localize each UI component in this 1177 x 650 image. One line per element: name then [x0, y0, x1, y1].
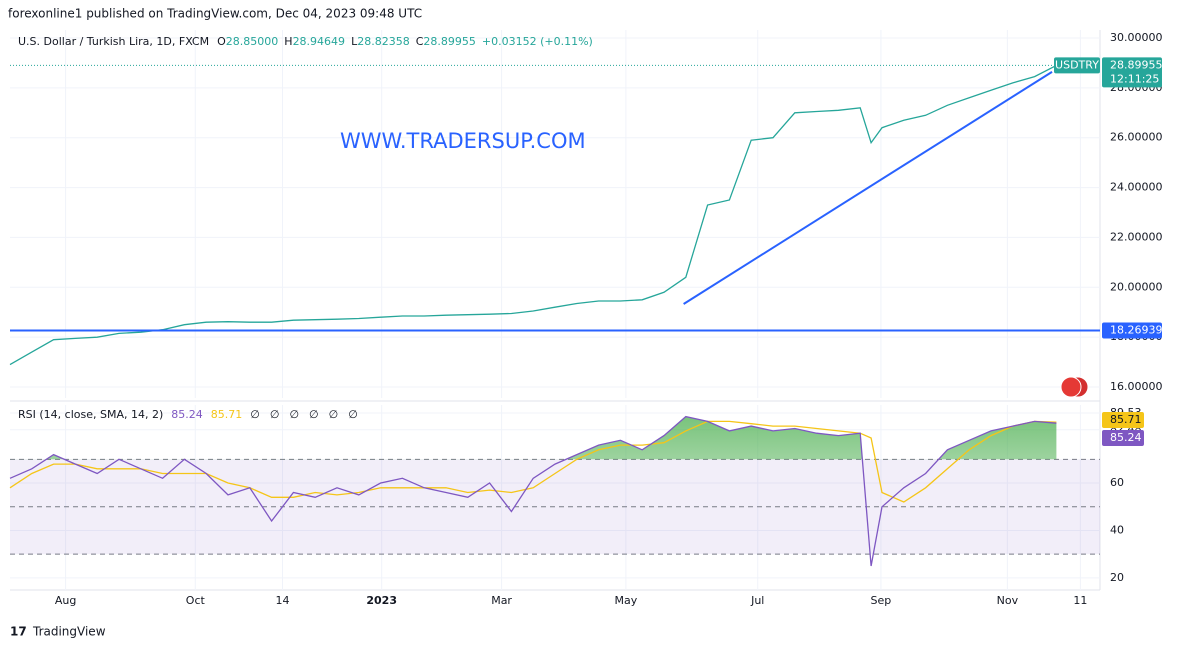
hidden-input: ∅: [348, 408, 358, 421]
series-line: [9, 415, 1057, 567]
rsi-title: RSI (14, close, SMA, 14, 2): [18, 408, 163, 421]
x-tick-label: Jul: [750, 594, 764, 607]
rsi-overbought-fill: [10, 416, 1057, 460]
rsi-value-box: [1102, 430, 1144, 447]
y-tick-label: 16.00000: [1110, 380, 1163, 393]
logo-mark: 17: [10, 625, 27, 639]
ohlc-key: O: [217, 35, 226, 48]
x-tick-label: Mar: [491, 594, 512, 607]
symbol-box: [1054, 57, 1100, 74]
hidden-input: ∅: [270, 408, 280, 421]
x-tick-label: 14: [276, 594, 290, 607]
rsi-value-box: [1102, 412, 1144, 429]
ohlc-key: H: [284, 35, 292, 48]
x-tick-label: May: [614, 594, 637, 607]
series-line: [9, 420, 1057, 503]
x-tick-label: Oct: [186, 594, 206, 607]
y-tick-label: 40: [1110, 523, 1124, 536]
change: +0.03152 (+0.11%): [482, 35, 593, 48]
hline-label: 18.26939: [1110, 323, 1163, 336]
x-tick-label: Sep: [871, 594, 892, 607]
flag-icon: [1060, 376, 1082, 398]
hidden-input: ∅: [309, 408, 319, 421]
y-tick-label: 60: [1110, 476, 1124, 489]
y-tick-label: 26.00000: [1110, 131, 1163, 144]
hidden-input: ∅: [289, 408, 299, 421]
last-price-label: 28.89955: [1110, 58, 1163, 71]
rsi-value-label: 85.71: [1110, 413, 1142, 426]
y-tick-label: 30.00000: [1110, 31, 1163, 44]
rsi-value-label: 85.24: [1110, 431, 1142, 444]
symbol-label: USDTRY: [1055, 58, 1099, 71]
hidden-input: ∅: [329, 408, 339, 421]
watermark: WWW.TRADERSUP.COM: [340, 129, 586, 153]
ohlc-value: 28.85000: [226, 35, 279, 48]
trend-line: [683, 71, 1053, 305]
hline-label-box: [1102, 322, 1162, 339]
x-tick-label: 11: [1073, 594, 1087, 607]
ohlc-key: C: [416, 35, 424, 48]
y-tick-label: 22.00000: [1110, 230, 1163, 243]
ohlc-key: L: [351, 35, 358, 48]
x-tick-label: 2023: [366, 594, 397, 607]
x-tick-label: Aug: [55, 594, 76, 607]
rsi-legend-value: 85.24: [171, 408, 203, 421]
hidden-input: ∅: [250, 408, 260, 421]
symbol-title: U.S. Dollar / Turkish Lira, 1D, FXCM: [18, 35, 209, 48]
ohlc-value: 28.89955: [423, 35, 476, 48]
ohlc-value: 28.82358: [357, 35, 410, 48]
footer-logo: 17: [10, 625, 27, 639]
y-tick-label: 20.00000: [1110, 280, 1163, 293]
rsi-legend-value: 85.71: [211, 408, 243, 421]
countdown: 12:11:25: [1110, 72, 1159, 85]
publisher: forexonline1 published on TradingView.co…: [8, 7, 422, 21]
y-tick-label: 20: [1110, 571, 1124, 584]
ohlc-value: 28.94649: [293, 35, 346, 48]
x-tick-label: Nov: [997, 594, 1019, 607]
last-price-box: [1102, 57, 1162, 88]
footer-brand: TradingView: [32, 625, 106, 639]
series-line: [9, 64, 1057, 366]
y-tick-label: 24.00000: [1110, 181, 1163, 194]
